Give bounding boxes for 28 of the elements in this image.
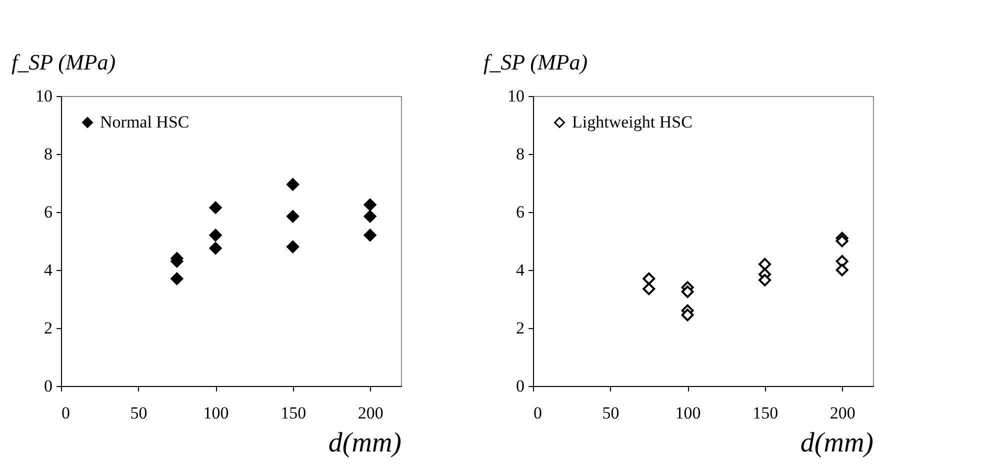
y-tick-label: 10 bbox=[36, 86, 52, 106]
y-tick-label: 4 bbox=[516, 260, 525, 280]
legend-label: Lightweight HSC bbox=[572, 112, 692, 132]
legend-label: Normal HSC bbox=[100, 112, 190, 132]
x-axis-title: d(mm) bbox=[800, 428, 874, 458]
y-tick-label: 0 bbox=[44, 376, 52, 396]
x-tick-label: 50 bbox=[130, 404, 148, 422]
x-tick-label: 200 bbox=[830, 404, 856, 422]
x-tick-label: 150 bbox=[280, 404, 306, 422]
x-tick-label: 100 bbox=[203, 404, 229, 422]
y-tick-label: 6 bbox=[44, 202, 52, 222]
y-axis-title: f_SP (MPa) bbox=[484, 50, 588, 74]
y-tick-label: 8 bbox=[44, 144, 52, 164]
y-axis-title: f_SP (MPa) bbox=[12, 50, 116, 74]
y-tick-label: 4 bbox=[44, 260, 53, 280]
y-tick-label: 6 bbox=[516, 202, 524, 222]
x-tick-label: 0 bbox=[62, 404, 70, 422]
y-tick-label: 2 bbox=[44, 318, 52, 338]
x-tick-label: 100 bbox=[675, 404, 701, 422]
x-tick-label: 150 bbox=[752, 404, 778, 422]
y-tick-label: 8 bbox=[516, 144, 524, 164]
x-tick-label: 50 bbox=[602, 404, 620, 422]
y-tick-label: 10 bbox=[508, 86, 524, 106]
x-tick-label: 200 bbox=[358, 404, 384, 422]
y-tick-label: 0 bbox=[516, 376, 524, 396]
x-tick-label: 0 bbox=[534, 404, 542, 422]
y-tick-label: 2 bbox=[516, 318, 524, 338]
x-axis-title: d(mm) bbox=[328, 428, 402, 458]
